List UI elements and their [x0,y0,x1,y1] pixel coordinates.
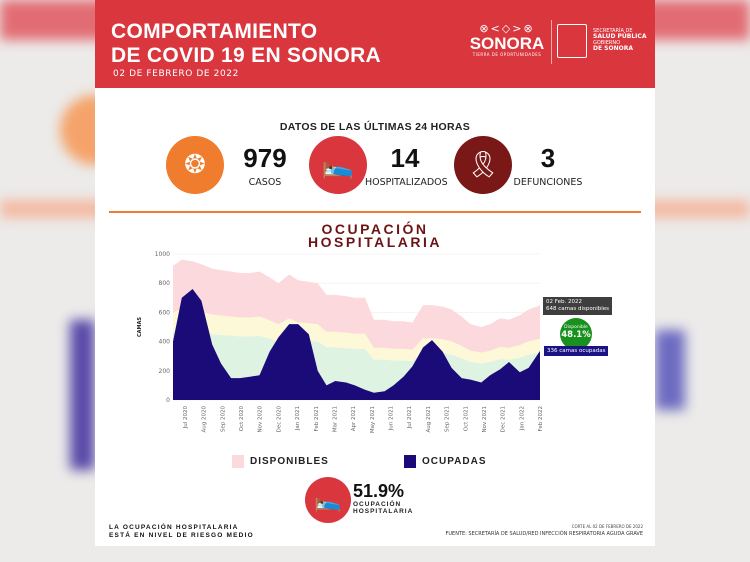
sec-line3: GOBIERNO [593,40,621,46]
sec-line1: SECRETARÍA DE [593,28,633,34]
x-tick-label: Jan 2022 [519,406,525,431]
hospital-bed-icon: 🛌 [309,136,367,194]
coat-of-arms-icon [557,24,587,58]
secretaria-logo: SECRETARÍA DE SALUD PÚBLICA GOBIERNO DE SON… [593,28,646,52]
x-tick-label: Dec 2020 [276,406,282,433]
logo-name: SONORA [469,34,545,53]
sec-line2: SALUD PÚBLICA [593,33,647,40]
cases-label: CASOS [248,177,282,188]
x-tick-label: Apr 2021 [351,406,357,431]
available-label: Disponible [564,325,588,330]
x-tick-label: May 2021 [370,406,376,433]
y-tick-label: 1000 [155,251,170,258]
x-tick-label: Sep 2020 [220,406,226,433]
legend-disponibles: DISPONIBLES [232,455,329,468]
virus-magnifier-icon: ❂ [166,136,224,194]
tooltip-available: 648 camas disponibles [546,306,610,312]
hospitalized-label: HOSPITALIZADOS [365,177,448,188]
x-tick-label: Aug 2020 [202,406,208,433]
x-tick-label: Sep 2021 [445,406,451,432]
occupancy-label: OCUPACIÓN HOSPITALARIA [353,501,433,515]
legend-ocupadas: OCUPADAS [404,455,486,468]
risk-line1: LA OCUPACIÓN HOSPITALARIA [109,524,239,531]
occ-line1: OCUPACIÓN [353,501,402,508]
y-tick-label: 200 [159,368,171,375]
header: COMPORTAMIENTO DE COVID 19 EN SONORA 02 D… [95,0,655,88]
x-tick-label: Oct 2021 [463,406,469,431]
legend-swatch [404,455,416,468]
y-tick-label: 800 [159,280,171,287]
sonora-logo: ⊗<◇>⊗ SONORA TIERRA DE OPORTUNIDADES [465,22,549,57]
x-tick-label: Jul 2021 [407,406,413,429]
x-tick-label: Jun 2021 [389,406,395,431]
cases-value: 979 [243,143,287,173]
chart-title-2: HOSPITALARIA [308,234,442,250]
ocupadas-area [173,289,540,400]
x-tick-label: Aug 2021 [426,406,432,433]
divider [551,20,552,64]
title-line-2: DE COVID 19 EN SONORA [111,44,382,67]
risk-line2: ESTÁ EN NIVEL DE RIESGO MEDIO [109,532,254,539]
deaths-value: 3 [540,143,556,173]
x-tick-label: Jan 2021 [295,406,301,431]
available-pct: 48.1% [561,330,591,340]
occupied-tooltip: 336 camas ocupadas [544,346,609,356]
available-percent-badge: Disponible 48.1% [560,318,592,350]
x-tick-label: Nov 2021 [482,406,488,432]
x-tick-label: Dec 2021 [501,406,507,432]
date: 02 DE FEBRERO DE 2022 [113,69,239,79]
logo-tagline: TIERRA DE OPORTUNIDADES [472,52,542,57]
hospital-bed-icon: 🛌 [305,477,351,523]
deaths-label: DEFUNCIONES [513,177,583,188]
y-axis-label: CAMAS [137,317,143,337]
ribbon-icon: 🎗 [454,136,512,194]
x-tick-label: Feb 2022 [538,406,544,431]
legend-label: OCUPADAS [422,456,487,467]
occupancy-chart: 0 200 400 600 800 1000 CAMAS Jul 2020 Aug 2020 Se… [137,251,544,433]
chart-title-1: OCUPACIÓN [321,221,429,237]
x-tick-label: Jul 2020 [183,406,189,430]
legend-label: DISPONIBLES [250,456,329,467]
occupancy-value: 51.9% [353,481,405,501]
hospitalized-value: 14 [390,143,420,173]
x-tick-label: Feb 2021 [314,406,320,431]
sec-line4: DE SONORA [593,45,633,52]
risk-level-note: LA OCUPACIÓN HOSPITALARIA ESTÁ EN NIVEL D… [109,524,309,540]
subtitle: DATOS DE LAS ÚLTIMAS 24 HORAS [279,121,471,133]
y-tick-label: 0 [166,397,170,404]
divider [109,211,641,213]
source: FUENTE: SECRETARÍA DE SALUD/RED INFECCIÓ… [445,531,644,537]
infographic: COMPORTAMIENTO DE COVID 19 EN SONORA 02 D… [95,0,655,546]
title-line-1: COMPORTAMIENTO [111,20,318,43]
tooltip-date: 02 Feb. 2022 [546,299,582,305]
page-title: COMPORTAMIENTO DE COVID 19 EN SONORA [111,20,431,68]
legend-swatch [232,455,244,468]
y-tick-label: 600 [159,309,171,316]
occ-line2: HOSPITALARIA [353,508,414,515]
available-tooltip: 02 Feb. 2022 648 camas disponibles [543,297,613,315]
x-tick-label: Oct 2020 [239,406,245,432]
x-tick-label: Mar 2021 [332,406,338,432]
y-tick-label: 400 [159,339,171,346]
cutoff-date: CORTE AL 02 DE FEBRERO DE 2022 [571,524,643,529]
x-tick-label: Nov 2020 [258,406,264,433]
